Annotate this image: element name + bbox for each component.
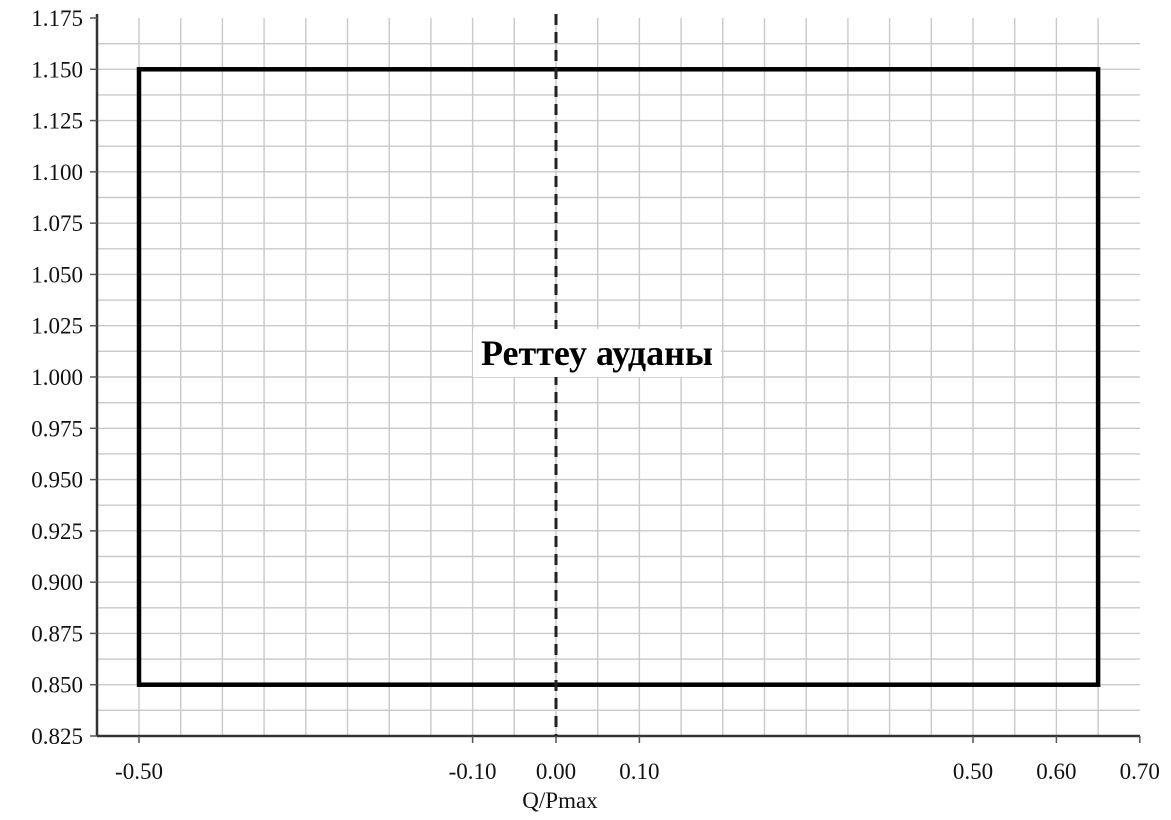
y-tick-label: 0.925 xyxy=(31,519,83,544)
region-label: Реттеу ауданы xyxy=(481,333,713,373)
x-tick-label: -0.10 xyxy=(449,759,497,784)
y-tick-label: 0.975 xyxy=(31,416,83,441)
y-tick-label: 1.125 xyxy=(31,109,83,134)
x-tick-label: 0.60 xyxy=(1036,759,1076,784)
y-tick-label: 0.875 xyxy=(31,621,83,646)
x-axis-label: Q/Pmax xyxy=(522,788,598,813)
y-tick-label: 0.950 xyxy=(31,468,83,493)
y-tick-label: 0.850 xyxy=(31,673,83,698)
y-tick-label: 0.825 xyxy=(31,724,83,749)
y-tick-label: 1.175 xyxy=(31,6,83,31)
x-tick-label: 0.00 xyxy=(536,759,576,784)
axes xyxy=(95,14,1140,738)
y-tick-label: 1.075 xyxy=(31,211,83,236)
tick-labels: 0.825 0.850 0.875 0.900 0.925 0.950 0.975 1.000… xyxy=(31,6,1160,784)
y-tick-label: 1.025 xyxy=(31,314,83,339)
y-tick-label: 1.150 xyxy=(31,57,83,82)
regulation-area-rect xyxy=(136,67,1101,687)
x-tick-label: -0.50 xyxy=(115,759,163,784)
x-tick-label: 0.70 xyxy=(1120,759,1160,784)
x-tick-label: 0.50 xyxy=(953,759,993,784)
region-label-background xyxy=(473,329,721,377)
y-tick-label: 1.050 xyxy=(31,262,83,287)
y-tick-label: 0.900 xyxy=(31,570,83,595)
x-tick-label: 0.10 xyxy=(619,759,659,784)
y-tick-label: 1.100 xyxy=(31,160,83,185)
y-tick-label: 1.000 xyxy=(31,365,83,390)
